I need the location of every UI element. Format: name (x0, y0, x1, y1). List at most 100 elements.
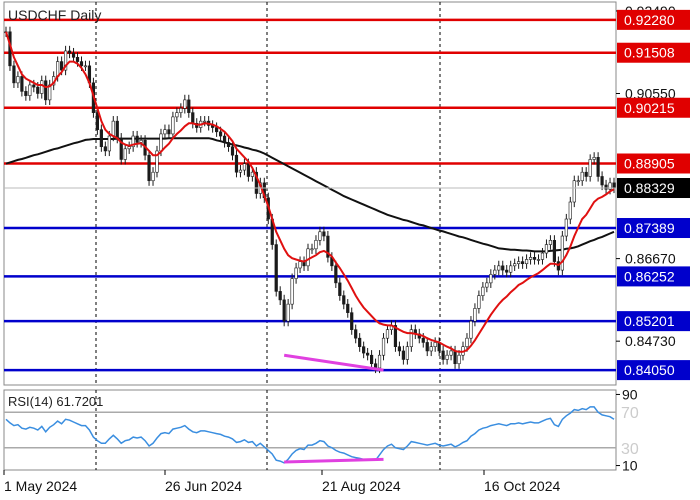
price-candle-body (95, 112, 99, 130)
level-price-box (617, 266, 690, 287)
price-candle-body (290, 278, 294, 305)
price-candle-body (230, 146, 235, 156)
level-price-box (617, 97, 690, 118)
price-candle-body (369, 354, 374, 365)
price-candle-body (596, 157, 600, 177)
price-candle-body (397, 346, 402, 352)
price-candle-body (147, 154, 151, 182)
price-candle-body (505, 269, 509, 273)
price-candle-body (477, 295, 481, 309)
price-candle-body (20, 76, 24, 92)
price-candle-body (310, 248, 314, 251)
price-candle-body (334, 265, 338, 284)
price-candle-body (346, 303, 350, 313)
rsi-level-label: 70 (621, 405, 639, 422)
price-candle-body (314, 240, 318, 250)
price-candle-body (485, 282, 489, 288)
price-candle-body (63, 50, 68, 71)
price-candle-body (608, 182, 612, 190)
rsi-level-label: 30 (621, 441, 639, 458)
level-price-box (617, 360, 690, 381)
rsi-divergence-line (284, 457, 384, 464)
price-candle-body (60, 61, 64, 71)
price-candle-body (433, 342, 437, 348)
price-candle-body (536, 259, 541, 261)
price-candle-body (493, 269, 497, 275)
price-candle-body (222, 135, 227, 143)
rsi-title: RSI(14) 61.7201 (8, 394, 103, 409)
price-candle-body (179, 108, 183, 113)
price-candle-body (564, 218, 568, 237)
price-candle-body (576, 180, 580, 183)
price-candle-body (127, 146, 131, 150)
price-candle-body (385, 329, 390, 339)
level-price-label: 0.88905 (624, 155, 675, 171)
price-candle-body (139, 140, 143, 143)
price-candle-body (354, 329, 358, 339)
level-price-label: 0.85201 (624, 313, 675, 329)
price-candle-body (282, 299, 286, 322)
price-candle-body (171, 116, 175, 135)
x-tick-label: 16 Oct 2024 (484, 478, 560, 494)
price-candle-body (28, 84, 32, 96)
price-candle-body (12, 65, 16, 84)
rsi-y-tick-label: 90 (622, 386, 638, 402)
price-candle-body (75, 57, 80, 62)
level-price-label: 0.90215 (624, 100, 675, 116)
price-candle-body (366, 352, 370, 356)
price-divergence-line (283, 353, 384, 372)
price-candle-body (175, 112, 179, 118)
price-candle-body (540, 252, 545, 260)
price-candle-body (48, 84, 52, 101)
price-candle-body (457, 354, 461, 365)
price-candle-body (16, 76, 20, 84)
price-candle-body (215, 127, 219, 133)
price-candle-body (409, 329, 413, 347)
price-candle-body (183, 99, 187, 109)
price-candle-body (151, 171, 155, 182)
price-candle-body (497, 265, 501, 271)
price-candle-body (187, 99, 191, 113)
price-candle-body (218, 131, 223, 137)
price-candle-body (115, 120, 119, 139)
price-candle-body (381, 337, 386, 356)
price-candle-body (238, 169, 243, 173)
price-candle-body (421, 337, 425, 343)
price-candle-body (517, 261, 521, 265)
price-candle-body (67, 50, 72, 54)
price-candle-body (306, 248, 310, 267)
price-candle-body (286, 303, 290, 322)
price-candle-body (342, 295, 346, 305)
price-candle-body (509, 265, 513, 273)
level-price-label: 0.91508 (624, 45, 675, 61)
price-candle-body (393, 325, 398, 347)
price-candle-body (580, 171, 584, 182)
price-candle-body (501, 265, 505, 271)
price-candle-body (544, 244, 549, 254)
price-candle-body (532, 257, 537, 260)
price-candle-body (469, 320, 473, 339)
level-price-label: 0.86252 (624, 268, 675, 284)
level-price-box (617, 311, 690, 332)
price-candle-body (159, 133, 163, 152)
main-plot-frame (3, 1, 617, 386)
price-candle-body (592, 157, 596, 160)
level-price-label: 0.84050 (624, 362, 675, 378)
price-candle-body (123, 148, 127, 160)
price-candle-body (560, 235, 564, 271)
chart-title: USDCHF Daily (8, 7, 101, 23)
price-candle-body (401, 350, 405, 360)
price-candle-body (326, 235, 330, 258)
price-candle-body (528, 257, 533, 260)
price-candle-body (24, 91, 28, 96)
price-candle-body (548, 240, 553, 245)
price-candle-body (40, 80, 44, 94)
level-price-box (617, 218, 690, 239)
price-candle-body (473, 308, 477, 322)
level-price-label: 0.92280 (624, 12, 675, 28)
price-candle-body (71, 52, 76, 58)
price-candle-body (513, 263, 517, 267)
level-price-box (617, 42, 690, 63)
ema-line (5, 31, 615, 353)
price-candle-body (481, 286, 485, 296)
